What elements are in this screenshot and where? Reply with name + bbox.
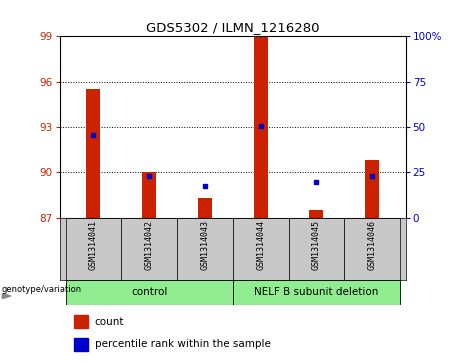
Text: NELF B subunit deletion: NELF B subunit deletion xyxy=(254,287,378,297)
Text: genotype/variation: genotype/variation xyxy=(1,285,81,294)
Bar xyxy=(65,218,121,280)
Bar xyxy=(65,280,233,305)
Text: GSM1314045: GSM1314045 xyxy=(312,220,321,270)
Bar xyxy=(74,315,88,329)
Bar xyxy=(289,218,344,280)
Bar xyxy=(86,89,100,218)
Bar xyxy=(344,218,400,280)
Text: GSM1314041: GSM1314041 xyxy=(89,220,98,270)
Text: control: control xyxy=(131,287,167,297)
Text: GSM1314044: GSM1314044 xyxy=(256,220,265,270)
Bar xyxy=(142,172,156,218)
Polygon shape xyxy=(2,293,11,298)
Bar xyxy=(233,280,400,305)
Title: GDS5302 / ILMN_1216280: GDS5302 / ILMN_1216280 xyxy=(146,21,319,34)
Text: percentile rank within the sample: percentile rank within the sample xyxy=(95,339,271,350)
Text: GSM1314043: GSM1314043 xyxy=(201,220,209,270)
Bar xyxy=(74,338,88,351)
Bar xyxy=(254,33,268,218)
Bar xyxy=(121,218,177,280)
Bar xyxy=(309,210,324,218)
Text: GSM1314046: GSM1314046 xyxy=(368,220,377,270)
Text: count: count xyxy=(95,317,124,327)
Bar xyxy=(365,160,379,218)
Bar xyxy=(177,218,233,280)
Bar xyxy=(198,198,212,218)
Text: GSM1314042: GSM1314042 xyxy=(145,220,154,270)
Bar xyxy=(233,218,289,280)
